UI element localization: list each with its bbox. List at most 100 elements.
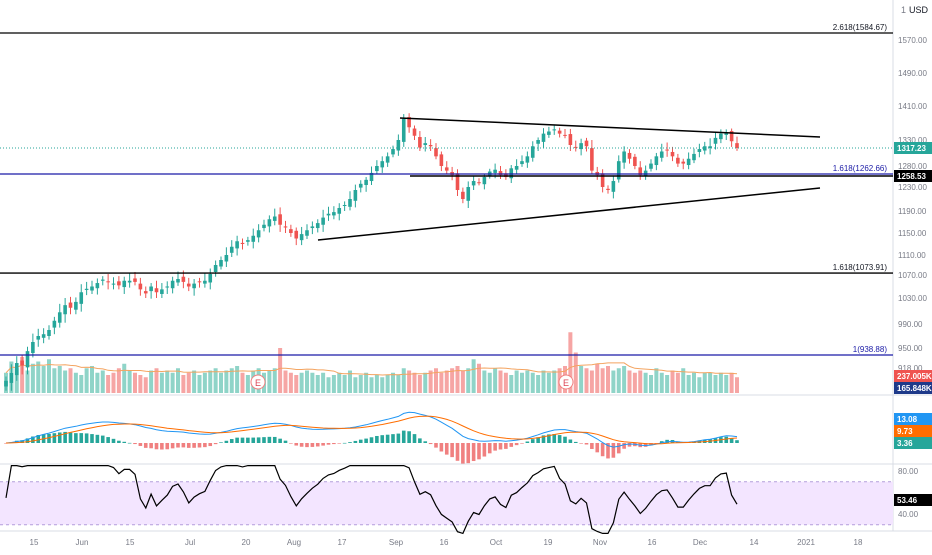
macd-hist-87 bbox=[471, 443, 476, 462]
candle-body-126 bbox=[681, 161, 686, 164]
macd-hist-33 bbox=[181, 443, 186, 448]
macd-hist-111 bbox=[600, 443, 605, 457]
candle-body-28 bbox=[154, 288, 159, 293]
candle-body-5 bbox=[31, 342, 35, 354]
candle-body-8 bbox=[47, 330, 51, 336]
candle-body-116 bbox=[627, 152, 632, 159]
candle-body-50 bbox=[272, 216, 277, 221]
time-tick-8: 16 bbox=[440, 538, 449, 547]
volume-bar-97 bbox=[525, 370, 530, 393]
candle-body-30 bbox=[165, 286, 170, 288]
macd-hist-18 bbox=[100, 435, 105, 443]
volume-label-1: 237.005K bbox=[897, 372, 932, 381]
price-tick-label-7: 1150.00 bbox=[898, 229, 927, 238]
rsi-pane[interactable]: 80.00 40.00 53.46 bbox=[0, 465, 932, 535]
volume-bar-67 bbox=[364, 372, 369, 393]
macd-hist-72 bbox=[391, 434, 395, 443]
candle-body-27 bbox=[149, 286, 153, 292]
price-tick-label-13: 918.00 bbox=[898, 364, 923, 373]
candle-body-20 bbox=[111, 283, 116, 285]
macd-hist-96 bbox=[520, 443, 524, 444]
time-axis[interactable]: 15 Jun 15 Jul 20 Aug 17 Sep 16 Oct 19 Nov 16 Dec 14 202… bbox=[30, 538, 863, 547]
candle-body-4 bbox=[25, 351, 30, 368]
volume-bar-107 bbox=[579, 366, 584, 393]
price-tick-label-8: 1110.00 bbox=[898, 251, 926, 260]
candle-body-78 bbox=[423, 143, 428, 146]
volume-bar-12 bbox=[68, 368, 73, 393]
macd-hist-100 bbox=[541, 435, 546, 443]
pane-frame bbox=[0, 0, 932, 532]
candle-body-51 bbox=[278, 214, 282, 225]
candle-body-104 bbox=[563, 134, 567, 136]
macd-hist-45 bbox=[246, 437, 250, 443]
currency-label[interactable]: USD bbox=[909, 5, 929, 15]
macd-hist-83 bbox=[450, 443, 454, 458]
volume-bar-68 bbox=[369, 377, 374, 393]
candle-body-72 bbox=[391, 149, 395, 155]
volume-bar-118 bbox=[638, 370, 643, 393]
volume-bar-63 bbox=[342, 375, 347, 393]
volume-bar-136 bbox=[735, 377, 739, 393]
price-tick-label-4: 1280.00 bbox=[898, 162, 927, 171]
macd-hist-30 bbox=[165, 443, 170, 450]
candle-body-47 bbox=[256, 230, 261, 238]
macd-hist-40 bbox=[219, 442, 223, 443]
volume-bar-52 bbox=[283, 370, 288, 393]
volume-label-2-bg bbox=[894, 382, 932, 394]
volume-bar-135 bbox=[729, 372, 734, 393]
earnings-marker-1[interactable] bbox=[250, 374, 266, 390]
price-tick-label-10: 1030.00 bbox=[898, 294, 927, 303]
candle-body-75 bbox=[407, 117, 411, 128]
price-tick-label-5: 1230.00 bbox=[898, 183, 927, 192]
currency-header[interactable]: 1 USD bbox=[901, 5, 929, 15]
candle-body-41 bbox=[224, 255, 229, 262]
macd-label-0: 13.08 bbox=[897, 415, 918, 424]
candle-body-129 bbox=[697, 149, 702, 152]
line-price-label-bg bbox=[894, 170, 932, 182]
candle-body-65 bbox=[353, 190, 358, 201]
volume-bar-51 bbox=[278, 348, 283, 393]
earnings-markers[interactable]: E E bbox=[250, 374, 574, 390]
earnings-marker-2-label: E bbox=[563, 378, 569, 388]
macd-hist-85 bbox=[461, 443, 465, 464]
candle-body-136 bbox=[735, 143, 739, 148]
rsi-value-label: 53.46 bbox=[897, 496, 918, 505]
candle-body-53 bbox=[289, 229, 293, 233]
trendlines[interactable] bbox=[0, 117, 893, 241]
macd-hist-102 bbox=[552, 434, 557, 443]
volume-bar-113 bbox=[611, 370, 616, 393]
volume-bar-14 bbox=[79, 375, 84, 393]
price-tick-label-6: 1190.00 bbox=[898, 207, 927, 216]
earnings-marker-1-label: E bbox=[255, 378, 261, 388]
macd-hist-62 bbox=[337, 443, 342, 444]
macd-hist-59 bbox=[321, 443, 325, 446]
candle-body-107 bbox=[579, 143, 583, 150]
candle-body-37 bbox=[203, 280, 207, 284]
volume-bar-134 bbox=[724, 375, 729, 393]
volume-bar-122 bbox=[659, 372, 664, 393]
volume-bar-5 bbox=[30, 363, 35, 393]
candle-body-88 bbox=[477, 182, 481, 184]
volume-bar-115 bbox=[622, 366, 627, 393]
candle-body-102 bbox=[552, 129, 557, 131]
earnings-marker-2[interactable] bbox=[558, 374, 574, 390]
price-tick-label-1: 1490.00 bbox=[898, 69, 927, 78]
macd-pane[interactable]: 13.08 9.73 3.36 bbox=[4, 411, 932, 464]
macd-hist-65 bbox=[353, 440, 358, 443]
volume-bar-90 bbox=[487, 372, 492, 393]
volume-bar-69 bbox=[374, 375, 379, 393]
price-axis[interactable]: 1570.00 1490.00 1410.00 1330.00 1280.00 1230.… bbox=[898, 36, 927, 373]
candle-body-100 bbox=[541, 133, 546, 142]
triangle-upper-trendline[interactable] bbox=[399, 117, 821, 138]
time-tick-10: 19 bbox=[544, 538, 553, 547]
volume-bar-30 bbox=[165, 370, 170, 393]
volume-bar-59 bbox=[321, 372, 326, 393]
volume-bar-27 bbox=[149, 370, 154, 393]
candle-body-40 bbox=[219, 260, 223, 267]
line-price-label: 1258.53 bbox=[897, 172, 926, 181]
candle-body-99 bbox=[536, 140, 540, 144]
triangle-lower-trendline[interactable] bbox=[317, 187, 821, 241]
candle-body-66 bbox=[358, 183, 363, 188]
macd-hist-26 bbox=[143, 443, 148, 448]
